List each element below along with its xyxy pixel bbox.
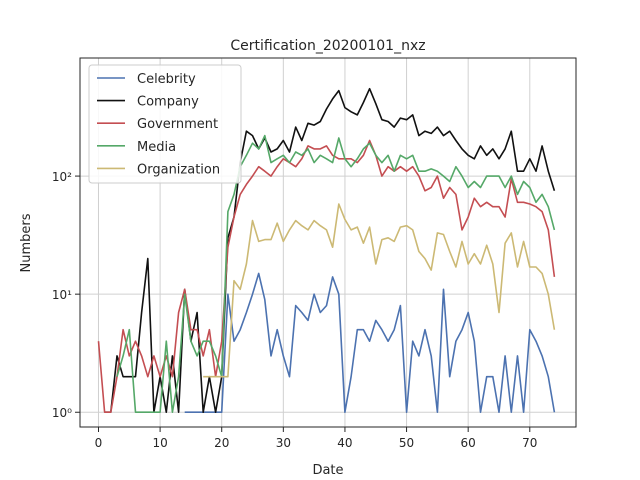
legend-box (88, 64, 242, 184)
y-tick-label: 10¹ (52, 288, 72, 302)
x-tick-label: 50 (399, 436, 414, 450)
y-tick-label: 10² (52, 170, 72, 184)
x-axis-ticks: 0 10 20 30 40 50 60 70 (95, 427, 537, 450)
legend-label-government: Government (137, 117, 218, 132)
series-lines (97, 87, 556, 413)
legend-label-celebrity: Celebrity (137, 72, 196, 87)
series-line-organization (203, 203, 556, 378)
series-line-company (104, 87, 556, 413)
legend: Celebrity Company Government Media Organizat… (88, 64, 242, 184)
y-tick-label: 10⁰ (52, 406, 72, 420)
legend-items: Celebrity Company Government Media Organizat… (97, 72, 220, 177)
series-line-celebrity (184, 272, 556, 413)
x-tick-label: 20 (214, 436, 229, 450)
x-tick-label: 10 (152, 436, 167, 450)
y-axis-ticks: 10⁰ 10¹ 10² (52, 170, 80, 420)
chart-title: Certification_20200101_nxz (230, 38, 425, 54)
x-tick-label: 40 (337, 436, 352, 450)
legend-label-media: Media (137, 140, 176, 155)
legend-label-organization: Organization (137, 162, 220, 177)
series-line-media (116, 134, 556, 413)
legend-label-company: Company (137, 95, 199, 110)
x-tick-label: 60 (461, 436, 476, 450)
x-tick-label: 30 (276, 436, 291, 450)
x-axis-label: Date (312, 463, 343, 478)
x-tick-label: 0 (95, 436, 103, 450)
x-tick-label: 70 (522, 436, 537, 450)
y-axis-label: Numbers (19, 213, 34, 272)
series-line-government (97, 139, 556, 413)
plot-frame (79, 57, 577, 428)
